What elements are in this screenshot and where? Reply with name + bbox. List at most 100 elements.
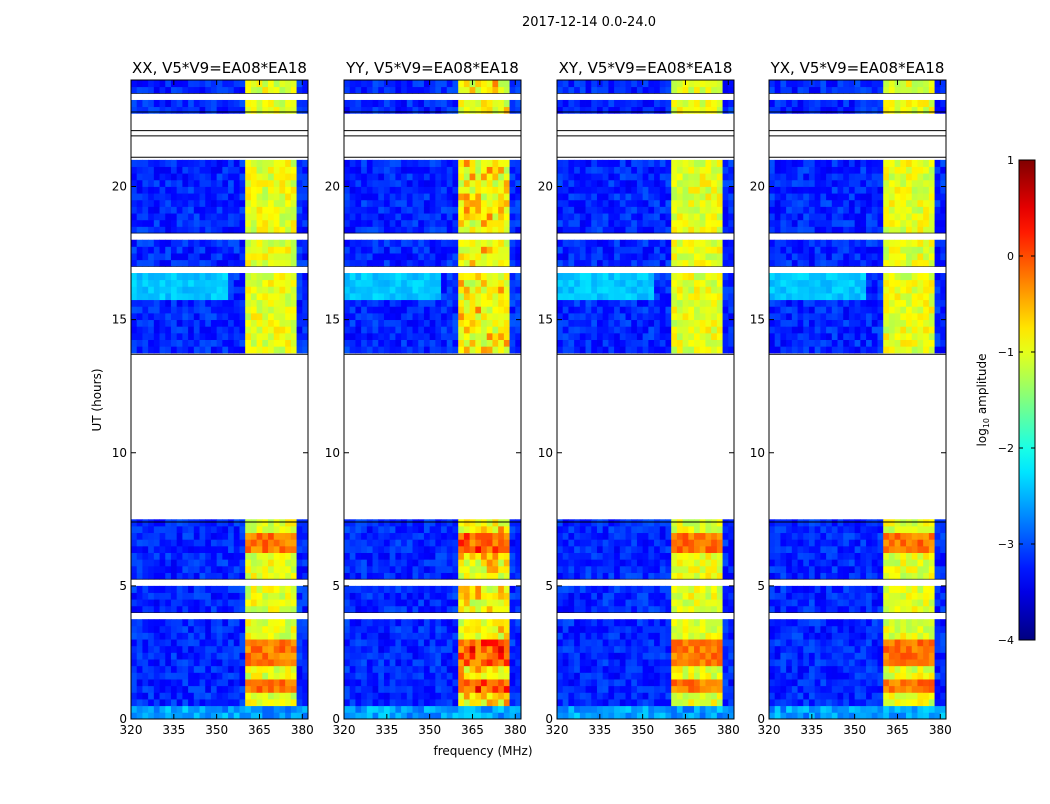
- heatmap-cell: [705, 539, 711, 546]
- heatmap-cell: [165, 100, 171, 107]
- heatmap-cell: [580, 320, 586, 327]
- heatmap-cell: [222, 639, 228, 646]
- heatmap-cell: [418, 213, 424, 220]
- heatmap-cell: [504, 679, 510, 686]
- heatmap-cell: [631, 333, 637, 340]
- heatmap-cell: [475, 87, 481, 94]
- heatmap-cell: [188, 200, 194, 207]
- heatmap-cell: [717, 306, 723, 313]
- heatmap-cell: [344, 107, 350, 114]
- heatmap-cell: [563, 586, 569, 593]
- heatmap-cell: [671, 519, 677, 526]
- heatmap-cell: [285, 160, 291, 167]
- heatmap-cell: [464, 333, 470, 340]
- heatmap-cell: [563, 306, 569, 313]
- heatmap-cell: [194, 293, 200, 300]
- heatmap-cell: [464, 539, 470, 546]
- heatmap-cell: [390, 712, 396, 719]
- heatmap-cell: [257, 659, 263, 666]
- heatmap-cell: [137, 699, 143, 706]
- heatmap-cell: [245, 220, 251, 227]
- heatmap-cell: [407, 213, 413, 220]
- heatmap-cell: [614, 686, 620, 693]
- heatmap-cell: [165, 280, 171, 287]
- heatmap-cell: [350, 619, 356, 626]
- heatmap-cell: [665, 659, 671, 666]
- heatmap-cell: [142, 659, 148, 666]
- heatmap-cell: [597, 599, 603, 606]
- heatmap-cell: [239, 586, 245, 593]
- heatmap-cell: [563, 559, 569, 566]
- heatmap-cell: [418, 573, 424, 580]
- heatmap-cell: [285, 686, 291, 693]
- heatmap-cell: [239, 173, 245, 180]
- heatmap-cell: [245, 240, 251, 247]
- heatmap-cell: [390, 246, 396, 253]
- heatmap-cell: [297, 80, 303, 87]
- heatmap-cell: [384, 559, 390, 566]
- heatmap-cell: [407, 639, 413, 646]
- heatmap-cell: [268, 273, 274, 280]
- heatmap-cell: [424, 293, 430, 300]
- heatmap-cell: [568, 559, 574, 566]
- heatmap-cell: [154, 559, 160, 566]
- heatmap-cell: [452, 679, 458, 686]
- heatmap-cell: [373, 692, 379, 699]
- heatmap-cell: [194, 559, 200, 566]
- heatmap-cell: [142, 273, 148, 280]
- heatmap-cell: [217, 573, 223, 580]
- heatmap-cell: [154, 167, 160, 174]
- heatmap-cell: [390, 253, 396, 260]
- heatmap-cell: [458, 553, 464, 560]
- heatmap-cell: [643, 293, 649, 300]
- heatmap-cell: [498, 280, 504, 287]
- heatmap-cell: [401, 213, 407, 220]
- heatmap-cell: [211, 273, 217, 280]
- heatmap-cell: [367, 160, 373, 167]
- heatmap-cell: [279, 586, 285, 593]
- heatmap-cell: [205, 666, 211, 673]
- heatmap-cell: [424, 326, 430, 333]
- heatmap-cell: [631, 652, 637, 659]
- heatmap-cell: [279, 559, 285, 566]
- heatmap-cell: [165, 619, 171, 626]
- heatmap-cell: [160, 346, 166, 353]
- heatmap-cell: [154, 586, 160, 593]
- heatmap-cell: [475, 619, 481, 626]
- heatmap-cell: [586, 333, 592, 340]
- heatmap-cell: [373, 606, 379, 613]
- heatmap-cell: [694, 652, 700, 659]
- heatmap-cell: [430, 346, 436, 353]
- heatmap-cell: [245, 699, 251, 706]
- heatmap-cell: [234, 599, 240, 606]
- heatmap-cell: [728, 586, 734, 593]
- heatmap-cell: [631, 632, 637, 639]
- heatmap-cell: [137, 200, 143, 207]
- heatmap-cell: [430, 180, 436, 187]
- heatmap-cell: [574, 300, 580, 307]
- heatmap-cell: [367, 80, 373, 87]
- heatmap-cell: [510, 213, 516, 220]
- heatmap-cell: [194, 313, 200, 320]
- heatmap-cell: [222, 619, 228, 626]
- heatmap-cell: [631, 280, 637, 287]
- heatmap-cell: [268, 652, 274, 659]
- heatmap-cell: [297, 593, 303, 600]
- heatmap-cell: [481, 326, 487, 333]
- heatmap-cell: [510, 626, 516, 633]
- heatmap-cell: [137, 686, 143, 693]
- heatmap-cell: [302, 293, 308, 300]
- heatmap-cell: [510, 686, 516, 693]
- heatmap-cell: [165, 639, 171, 646]
- heatmap-cell: [475, 193, 481, 200]
- heatmap-cell: [487, 652, 493, 659]
- heatmap-cell: [373, 193, 379, 200]
- heatmap-cell: [217, 566, 223, 573]
- heatmap-cell: [142, 173, 148, 180]
- heatmap-cell: [361, 107, 367, 114]
- heatmap-cell: [574, 639, 580, 646]
- heatmap-cell: [211, 213, 217, 220]
- heatmap-cell: [637, 586, 643, 593]
- heatmap-cell: [504, 566, 510, 573]
- heatmap-cell: [137, 280, 143, 287]
